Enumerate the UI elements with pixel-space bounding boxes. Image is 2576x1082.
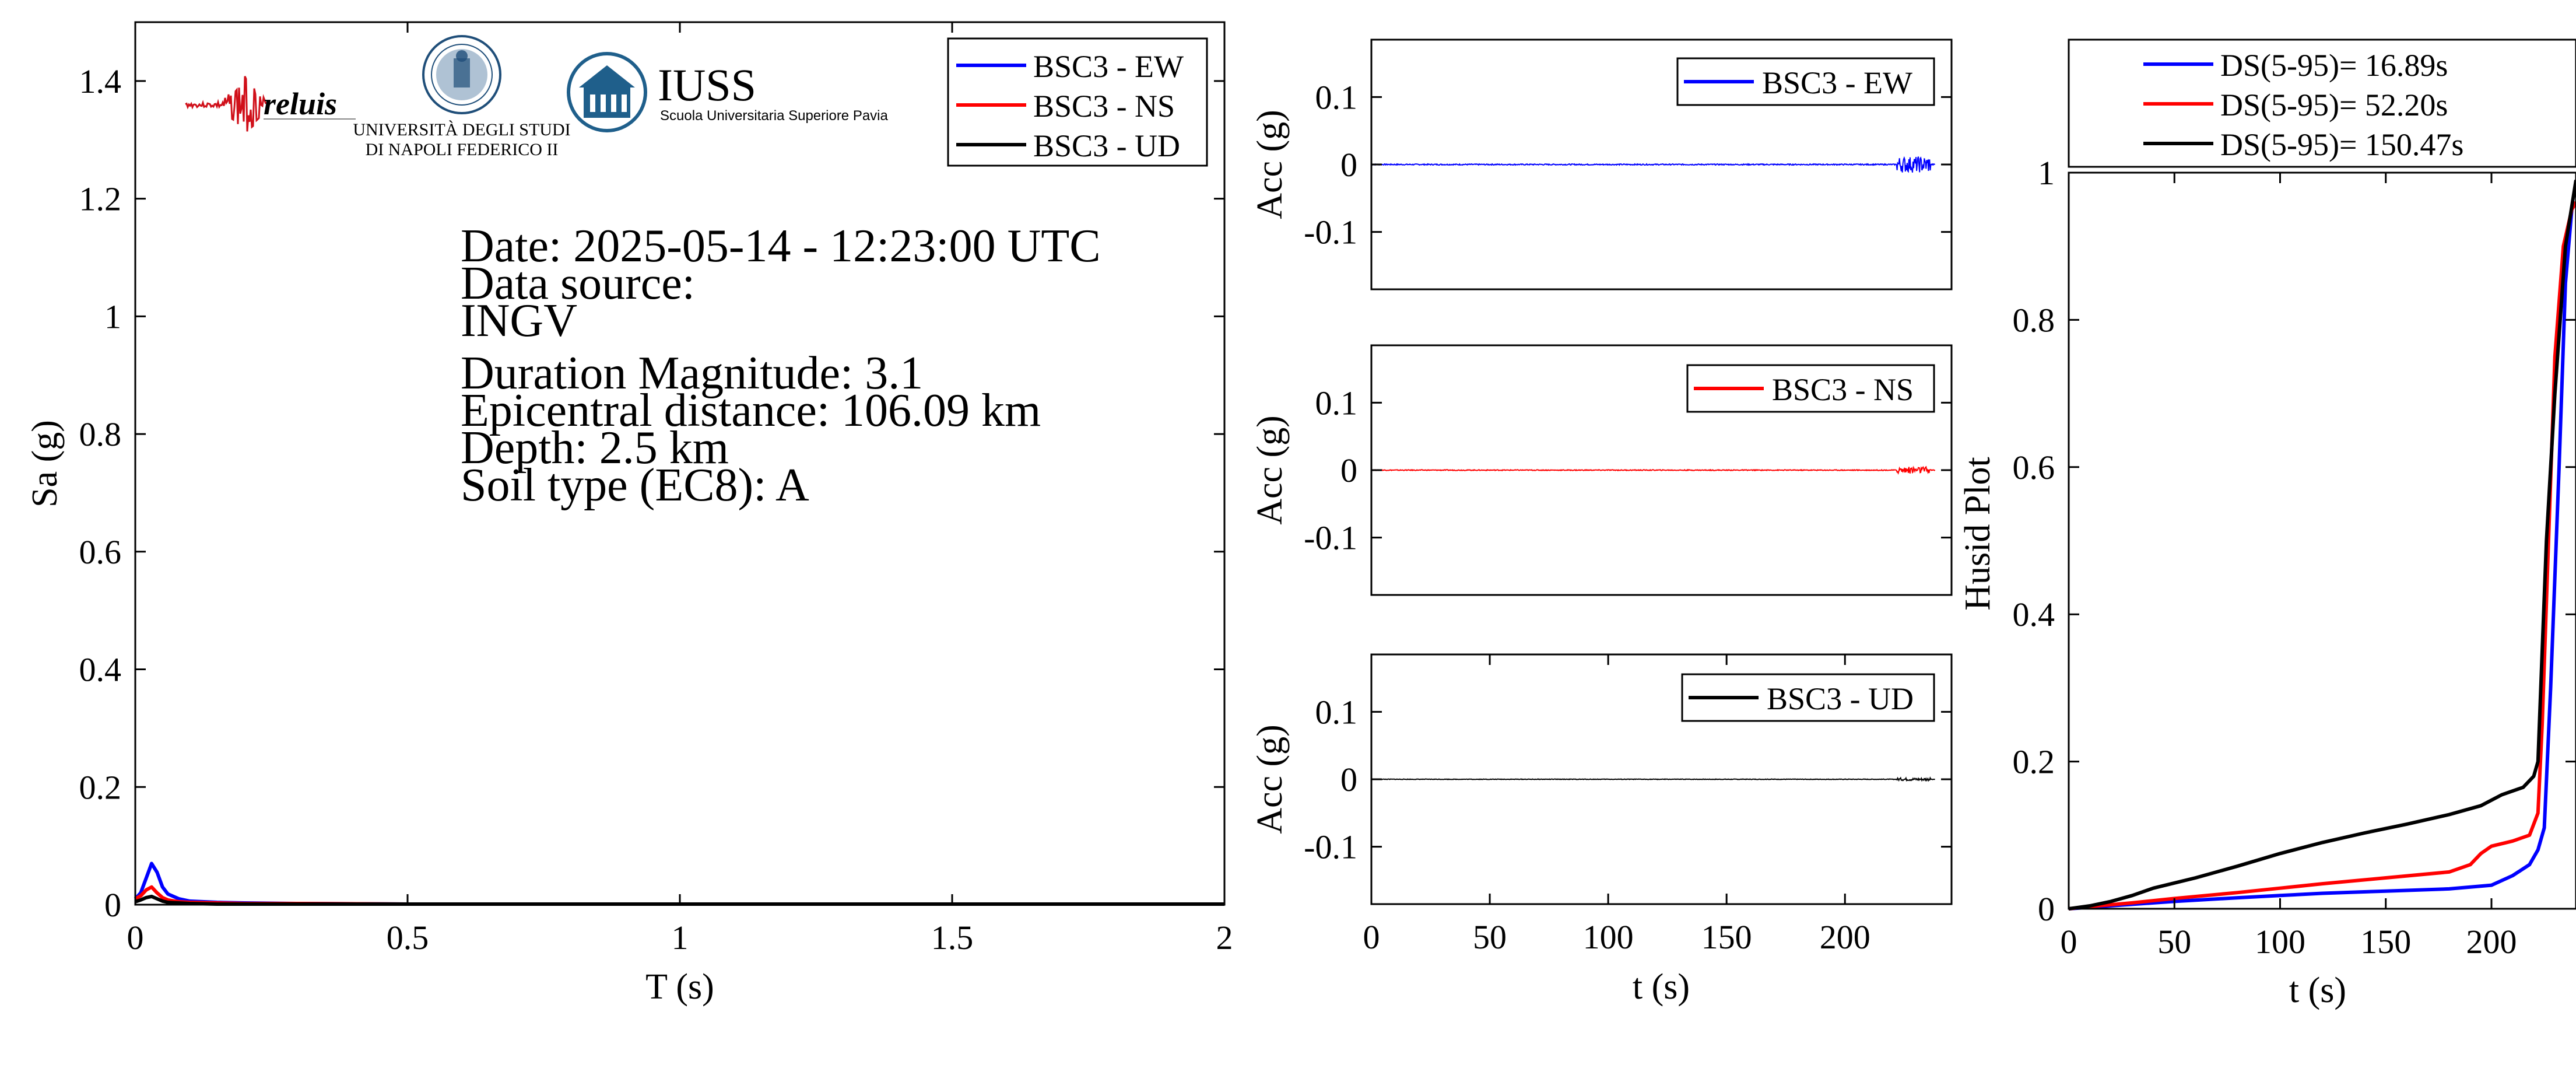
- x-tick-label: 0: [2061, 923, 2077, 961]
- acc-ns-legend-label: BSC3 - NS: [1772, 372, 1914, 407]
- acc-ns-y-label: Acc (g): [1250, 415, 1290, 525]
- iuss-subtitle: Scuola Universitaria Superiore Pavia: [660, 108, 889, 124]
- acc-ud-trace-group: [1371, 776, 1936, 782]
- y-tick-label: 1: [104, 297, 121, 335]
- university-seal-icon: [422, 35, 501, 114]
- unina-line2: DI NAPOLI FEDERICO II: [366, 140, 559, 159]
- acc-ew-panel: 0.1 0 -0.1 Acc (g) BSC3 - EW: [1250, 38, 1953, 290]
- y-tick-label: 0: [1340, 146, 1357, 184]
- husid-legend: DS(5-95)= 16.89s DS(5-95)= 52.20s DS(5-9…: [2068, 38, 2576, 168]
- husid-x-label: t (s): [2289, 971, 2346, 1010]
- x-tick-label: 200: [1820, 918, 1870, 956]
- info-magnitude: Duration Magnitude: 3.1: [461, 348, 923, 399]
- spectrum-y-label: Sa (g): [25, 420, 65, 507]
- info-depth: Depth: 2.5 km: [461, 422, 729, 474]
- x-tick-label: 0.5: [387, 919, 429, 957]
- y-tick-label: 0: [104, 886, 121, 924]
- y-tick-label: 0.6: [2013, 449, 2055, 486]
- acc-ew-trace: [1371, 156, 1936, 173]
- husid-y-label: Husid Plot: [1958, 457, 1998, 611]
- y-tick-label: 0.6: [79, 533, 122, 571]
- x-tick-label: 2: [1216, 919, 1233, 957]
- y-tick-label: 1: [2038, 154, 2055, 192]
- y-tick-label: 0.8: [2013, 301, 2055, 339]
- husid-series-3: [2068, 180, 2576, 911]
- y-tick-label: 0.2: [79, 768, 122, 806]
- acc-ew-trace-group: [1371, 156, 1936, 173]
- acc-ud-y-label: Acc (g): [1250, 724, 1290, 834]
- acc-ns-ticks: 0.1 0 -0.1: [1304, 384, 1952, 557]
- x-tick-label: 100: [1583, 918, 1634, 956]
- husid-legend-label-1: DS(5-95)= 16.89s: [2220, 48, 2448, 83]
- y-tick-label: 0.4: [79, 651, 122, 689]
- acc-ns-panel: 0.1 0 -0.1 Acc (g) BSC3 - NS: [1250, 344, 1953, 596]
- husid-series-1: [2068, 201, 2576, 911]
- husid-axes-box: [2068, 171, 2576, 910]
- x-tick-label: 200: [2466, 923, 2517, 961]
- y-tick-label: 0.1: [1315, 693, 1358, 731]
- iuss-building-icon: [567, 52, 647, 132]
- unina-line1: UNIVERSITÀ DEGLI STUDI: [353, 120, 570, 139]
- husid-series-group: [2068, 180, 2576, 911]
- x-tick-label: 0: [1363, 918, 1380, 956]
- acc-ud-panel: 0 50 100 150 200 0.1 0 -0.1 Acc (g) t (s) BSC3 …: [1250, 653, 1953, 1007]
- acc-ud-ticks: 0 50 100 150 200 0.1 0 -0.1: [1304, 654, 1952, 956]
- info-soil: Soil type (EC8): A: [461, 460, 809, 511]
- y-tick-label: 0.2: [2013, 743, 2055, 781]
- y-tick-label: 1.2: [79, 180, 122, 218]
- acc-ud-x-label: t (s): [1633, 967, 1690, 1007]
- y-tick-label: 0.8: [79, 415, 122, 453]
- y-tick-label: -0.1: [1304, 213, 1357, 251]
- iuss-title: IUSS: [658, 59, 756, 110]
- y-tick-label: 0: [2038, 890, 2055, 928]
- event-info: Date: 2025-05-14 - 12:23:00 UTC Data sou…: [461, 220, 1101, 511]
- info-source-label: Data source:: [461, 258, 695, 309]
- spectrum-ticks: 0 0.5 1 1.5 2 0 0.2 0.4 0.6 0.8 1 1.2 1.4: [79, 22, 1233, 957]
- unina-logo: UNIVERSITÀ DEGLI STUDI DI NAPOLI FEDERIC…: [353, 35, 571, 159]
- legend-label-ew: BSC3 - EW: [1033, 49, 1184, 84]
- y-tick-label: 1.4: [79, 62, 122, 100]
- reluis-logo: reluis: [185, 76, 356, 132]
- x-tick-label: 50: [1473, 918, 1507, 956]
- spectrum-x-label: T (s): [645, 967, 714, 1007]
- y-tick-label: 0.4: [2013, 596, 2055, 633]
- acc-ew-ticks: 0.1 0 -0.1: [1304, 78, 1952, 251]
- y-tick-label: 0: [1340, 761, 1357, 799]
- acc-ew-legend-label: BSC3 - EW: [1762, 65, 1912, 100]
- x-tick-label: 1: [672, 919, 689, 957]
- y-tick-label: 0.1: [1315, 78, 1358, 116]
- x-tick-label: 150: [1701, 918, 1752, 956]
- acc-ew-y-label: Acc (g): [1250, 110, 1290, 219]
- y-tick-label: -0.1: [1304, 828, 1357, 866]
- husid-panel: 0 50 100 150 200 0 0.2 0.4 0.6 0.8 1 Husid Plot t …: [1958, 38, 2576, 1010]
- iuss-logo: IUSS Scuola Universitaria Superiore Pavi…: [567, 52, 889, 132]
- x-tick-label: 50: [2157, 923, 2191, 961]
- y-tick-label: 0.1: [1315, 384, 1358, 422]
- y-tick-label: -0.1: [1304, 519, 1357, 557]
- legend-label-ns: BSC3 - NS: [1033, 89, 1175, 124]
- legend-label-ud: BSC3 - UD: [1033, 128, 1180, 163]
- husid-series-2: [2068, 201, 2576, 911]
- seismograph-wave-icon: [185, 76, 267, 132]
- info-distance: Epicentral distance: 106.09 km: [461, 385, 1041, 436]
- husid-legend-label-2: DS(5-95)= 52.20s: [2220, 87, 2448, 122]
- acc-ud-trace: [1371, 776, 1936, 782]
- spectrum-legend: BSC3 - EW BSC3 - NS BSC3 - UD: [947, 37, 1208, 167]
- x-tick-label: 150: [2360, 923, 2411, 961]
- acc-ns-trace: [1371, 465, 1936, 475]
- y-tick-label: 0: [1340, 451, 1357, 489]
- acc-ns-legend-box: [1686, 364, 1935, 413]
- spectrum-panel: 0 0.5 1 1.5 2 0 0.2 0.4 0.6 0.8 1 1.2 1.4 T (s) Sa (…: [25, 21, 1233, 1007]
- husid-legend-label-3: DS(5-95)= 150.47s: [2220, 127, 2463, 162]
- x-tick-label: 0: [127, 919, 144, 957]
- husid-ticks: 0 50 100 150 200 0 0.2 0.4 0.6 0.8 1: [2013, 154, 2576, 961]
- x-tick-label: 1.5: [931, 919, 974, 957]
- info-date: Date: 2025-05-14 - 12:23:00 UTC: [461, 220, 1101, 272]
- info-source: INGV: [461, 295, 577, 346]
- reluis-logo-text: reluis: [264, 86, 337, 121]
- x-tick-label: 100: [2255, 923, 2305, 961]
- acc-ud-legend-label: BSC3 - UD: [1767, 681, 1914, 716]
- acc-ns-trace-group: [1371, 465, 1936, 475]
